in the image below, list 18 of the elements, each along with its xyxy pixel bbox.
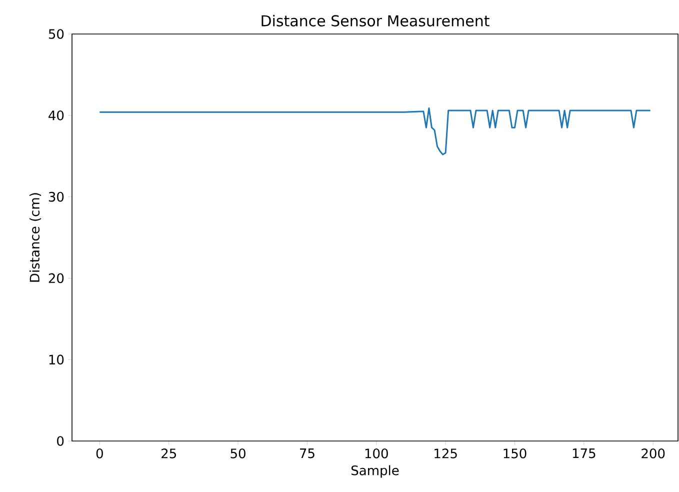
chart-title: Distance Sensor Measurement [262, 14, 490, 26]
x-axis-title: Sample [351, 465, 399, 478]
x-tick-label: 200 [642, 448, 665, 458]
y-tick-label: 30 [48, 192, 64, 202]
x-tick-label: 150 [504, 448, 526, 458]
x-tick-label: 125 [434, 448, 457, 458]
y-tick-label: 50 [48, 29, 64, 39]
y-tick-label: 40 [48, 110, 64, 120]
y-axis-title: Distance (cm) [29, 193, 42, 282]
x-tick-label: 25 [162, 448, 176, 458]
x-tick-label: 75 [300, 448, 314, 458]
x-tick-label: 175 [572, 448, 596, 458]
y-tick-label: 10 [49, 354, 64, 365]
y-tick-label: 20 [48, 273, 64, 284]
y-tick-label: 0 [57, 436, 64, 446]
x-tick-label: 50 [230, 448, 246, 458]
x-tick-label: 0 [96, 448, 103, 458]
x-tick-label: 100 [365, 448, 388, 458]
